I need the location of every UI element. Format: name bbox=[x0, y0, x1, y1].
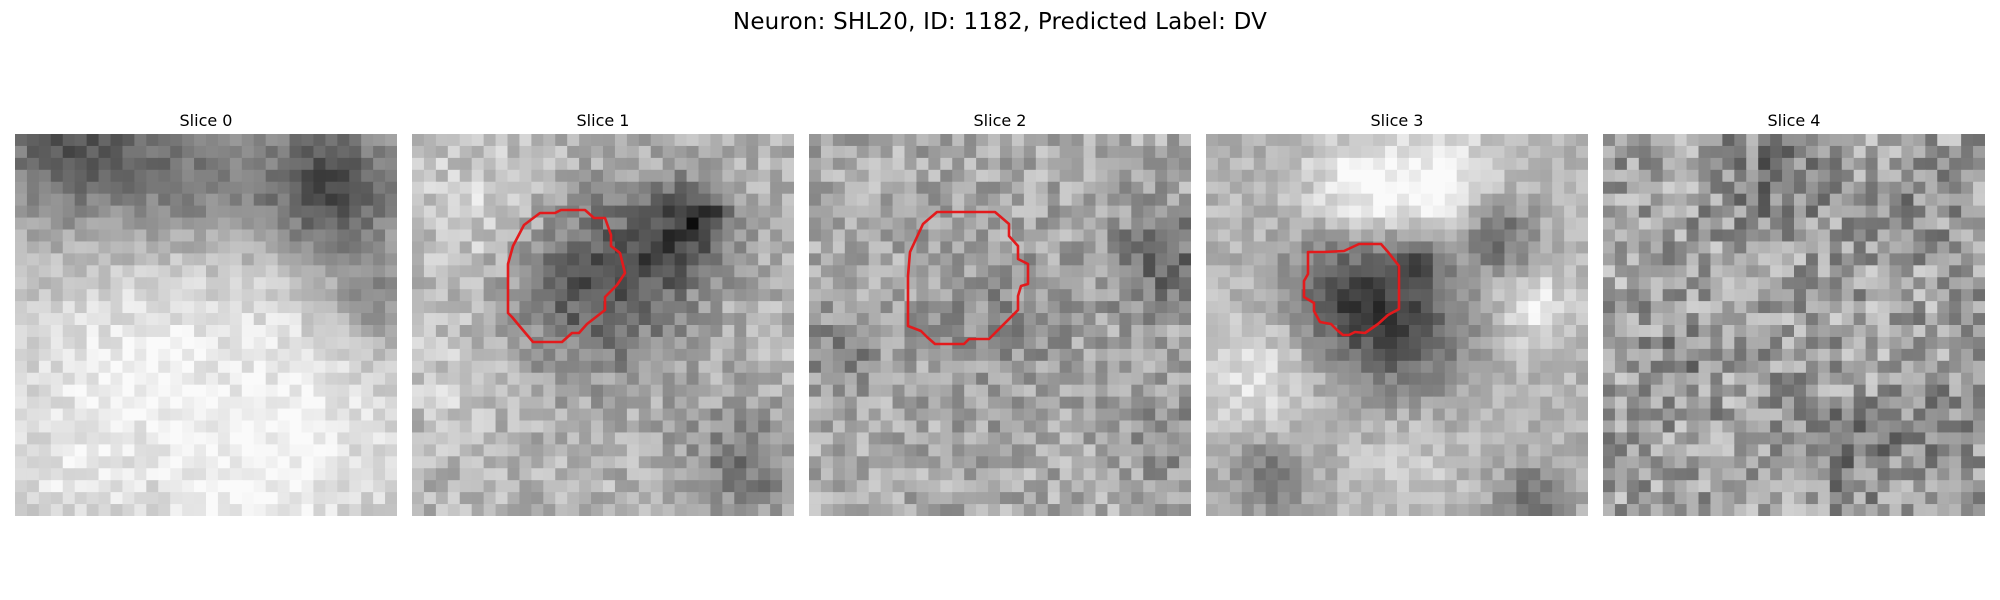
slice-panel-1: Slice 1 bbox=[412, 110, 794, 522]
slice-image bbox=[412, 134, 794, 516]
figure-title: Neuron: SHL20, ID: 1182, Predicted Label… bbox=[732, 9, 1268, 35]
slice-title: Slice 0 bbox=[179, 111, 233, 130]
slice-title: Slice 3 bbox=[1370, 111, 1424, 130]
slice-panel-0: Slice 0 bbox=[15, 110, 397, 522]
slice-panel-4: Slice 4 bbox=[1603, 110, 1985, 522]
slice-panel-2: Slice 2 bbox=[809, 110, 1191, 522]
slice-title: Slice 4 bbox=[1767, 111, 1821, 130]
slice-panel-3: Slice 3 bbox=[1206, 110, 1588, 522]
slice-image bbox=[15, 134, 397, 516]
slice-image bbox=[1603, 134, 1985, 516]
slice-title: Slice 2 bbox=[973, 111, 1027, 130]
slice-image bbox=[809, 134, 1191, 516]
slice-image bbox=[1206, 134, 1588, 516]
segmentation-contour bbox=[906, 210, 1030, 346]
segmentation-contour bbox=[506, 208, 627, 344]
segmentation-contour bbox=[1302, 242, 1401, 337]
slice-title: Slice 1 bbox=[576, 111, 630, 130]
